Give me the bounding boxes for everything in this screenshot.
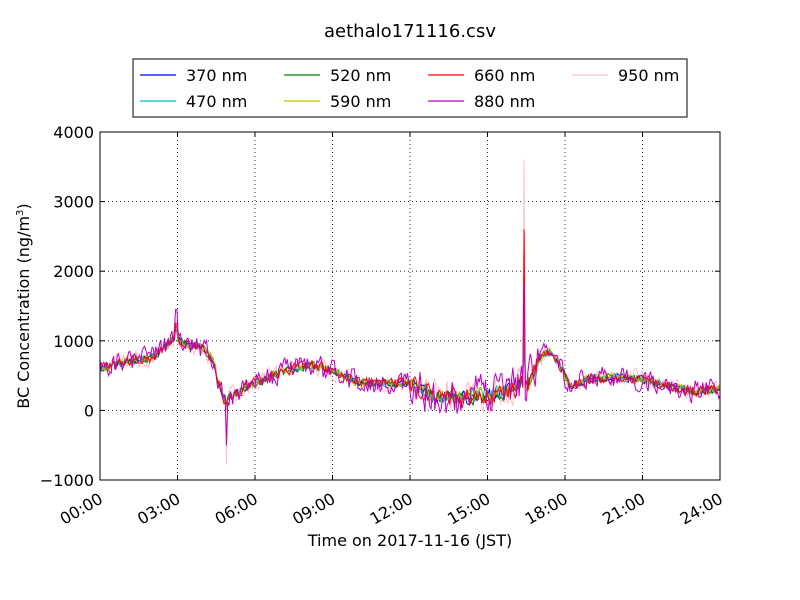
legend-label: 880 nm	[474, 92, 535, 111]
legend-label: 520 nm	[330, 66, 391, 85]
legend-label: 470 nm	[186, 92, 247, 111]
chart-title: aethalo171116.csv	[324, 21, 496, 42]
grid-lines	[100, 132, 720, 480]
y-tick-label: 4000	[53, 123, 94, 142]
y-axis-label-main: BC Concentration (ng/m	[14, 216, 33, 409]
y-tick-label: 3000	[53, 193, 94, 212]
y-tick-label: 0	[84, 401, 94, 420]
legend: 370 nm 470 nm 520 nm 590 nm 660 nm 880 nm 950 …	[132, 58, 688, 118]
y-axis-label-superscript: 3	[15, 210, 26, 216]
series-line	[99, 285, 721, 446]
y-tick-label: 2000	[53, 262, 94, 281]
legend-label: 950 nm	[618, 66, 679, 85]
series-lines	[99, 159, 721, 465]
legend-label: 370 nm	[186, 66, 247, 85]
legend-label: 590 nm	[330, 92, 391, 111]
y-axis-label: BC Concentration (ng/m3)	[14, 203, 33, 408]
y-tick-label: 1000	[53, 332, 94, 351]
legend-box	[132, 58, 688, 118]
x-axis-label: Time on 2017-11-16 (JST)	[307, 531, 512, 550]
legend-label: 660 nm	[474, 66, 535, 85]
legend-entries: 370 nm 470 nm 520 nm 590 nm 660 nm 880 nm 950 …	[140, 66, 679, 111]
y-tick-label: −1000	[40, 471, 94, 490]
y-axis-label-close: )	[14, 203, 33, 209]
